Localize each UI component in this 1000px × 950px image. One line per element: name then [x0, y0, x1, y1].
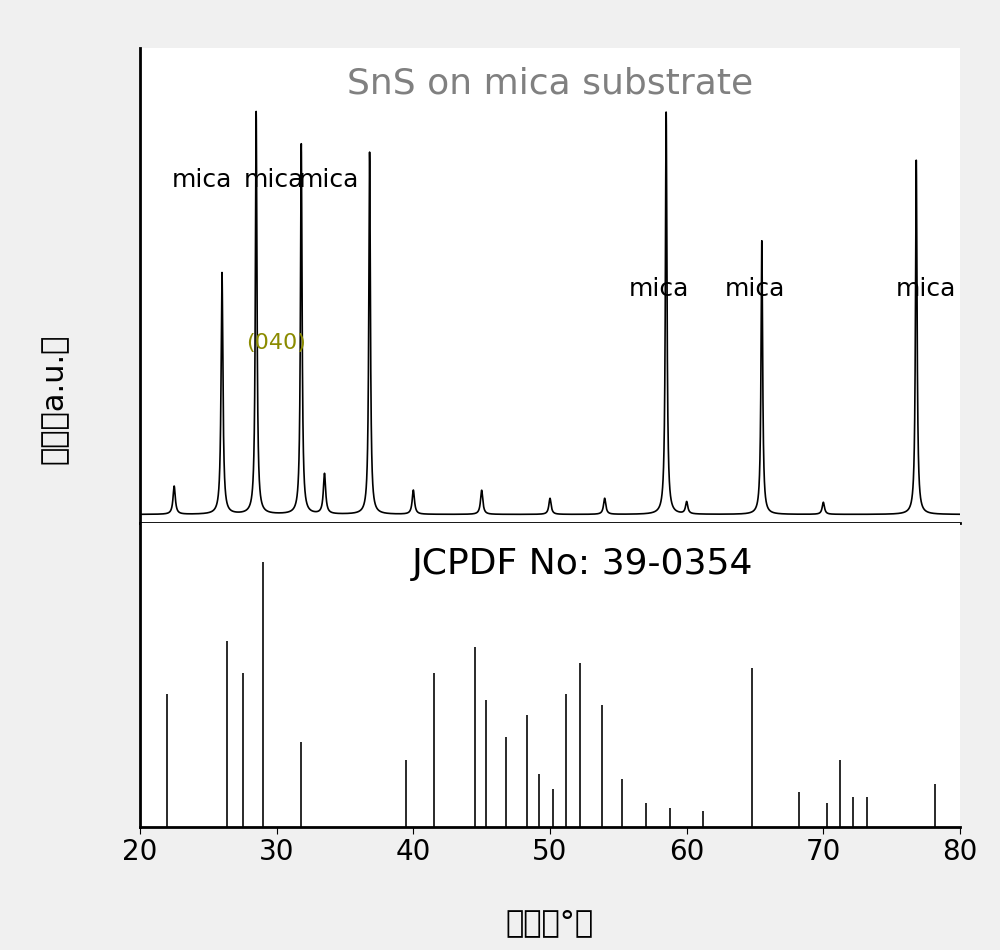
Text: mica: mica — [298, 168, 359, 193]
Text: SnS on mica substrate: SnS on mica substrate — [347, 66, 753, 101]
Text: 角度（°）: 角度（°） — [506, 908, 594, 937]
Text: JCPDF No: 39-0354: JCPDF No: 39-0354 — [412, 547, 754, 580]
Text: mica: mica — [244, 168, 304, 193]
Text: mica: mica — [629, 277, 690, 301]
Text: mica: mica — [171, 168, 232, 193]
Text: (040): (040) — [247, 333, 306, 353]
Text: mica: mica — [896, 277, 956, 301]
Text: mica: mica — [725, 277, 785, 301]
Text: 强度（a.u.）: 强度（a.u.） — [40, 333, 69, 465]
